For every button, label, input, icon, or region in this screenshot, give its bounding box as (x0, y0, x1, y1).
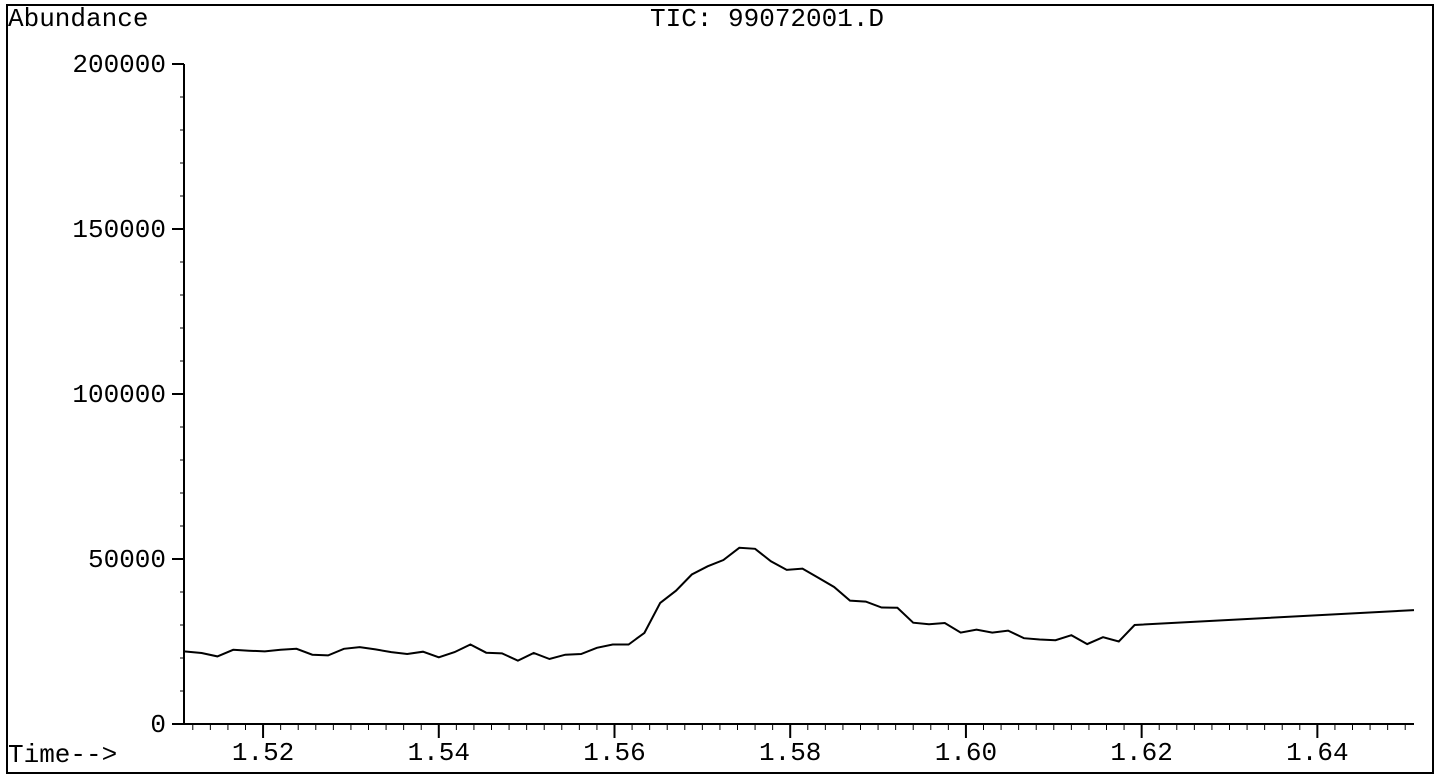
tick-marks (172, 63, 1406, 738)
chart-frame (6, 4, 1434, 774)
axes (183, 64, 1414, 725)
y-tick-label: 50000 (88, 545, 166, 575)
x-axis-label: Time--> (8, 740, 118, 770)
y-tick-label: 0 (150, 710, 166, 740)
y-axis-label: Abundance (8, 4, 149, 34)
x-tick-label: 1.52 (232, 738, 294, 768)
tic-trace-line (183, 546, 1415, 662)
tick-labels: 1.52 1.54 1.56 1.58 1.60 1.62 1.64 0 50000 100000… (72, 50, 1348, 768)
x-tick-label: 1.60 (935, 738, 997, 768)
y-tick-label: 200000 (72, 50, 166, 80)
x-tick-label: 1.54 (408, 738, 470, 768)
y-tick-label: 150000 (72, 215, 166, 245)
x-tick-label: 1.58 (759, 738, 821, 768)
x-tick-label: 1.64 (1286, 738, 1348, 768)
chart-title: TIC: 99072001.D (650, 4, 885, 34)
x-tick-label: 1.56 (583, 738, 645, 768)
y-tick-label: 100000 (72, 380, 166, 410)
x-tick-label: 1.62 (1110, 738, 1172, 768)
